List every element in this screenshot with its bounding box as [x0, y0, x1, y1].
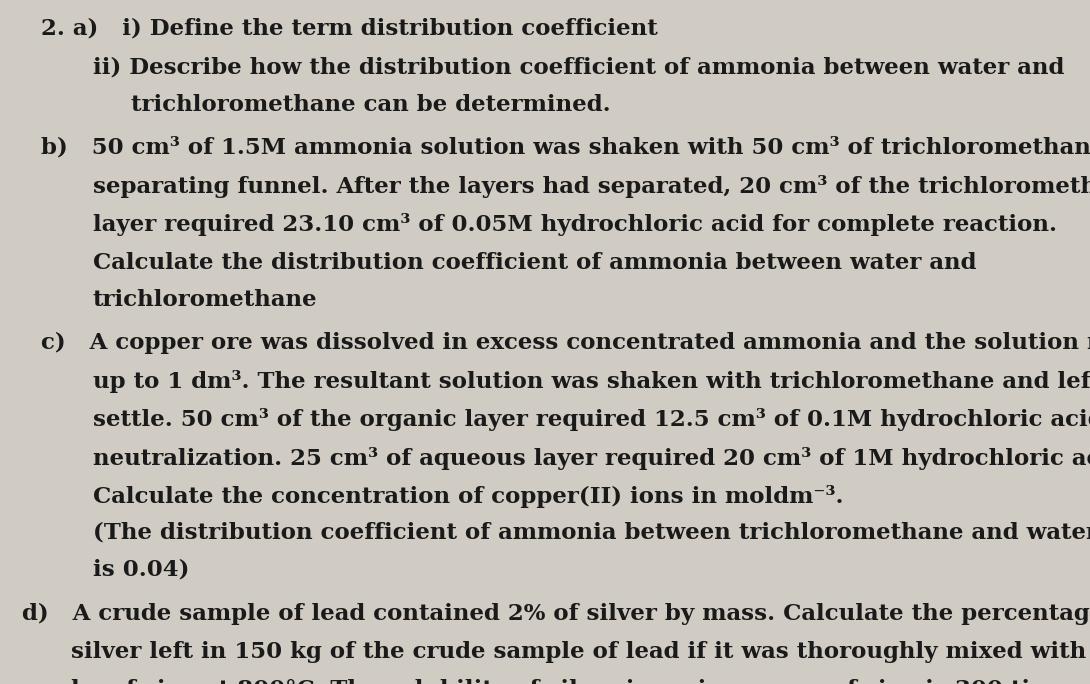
- Text: up to 1 dm³. The resultant solution was shaken with trichloromethane and left to: up to 1 dm³. The resultant solution was …: [93, 370, 1090, 393]
- Text: neutralization. 25 cm³ of aqueous layer required 20 cm³ of 1M hydrochloric acid.: neutralization. 25 cm³ of aqueous layer …: [93, 447, 1090, 470]
- Text: trichloromethane: trichloromethane: [93, 289, 317, 311]
- Text: Calculate the concentration of copper(II) ions in moldm⁻³.: Calculate the concentration of copper(II…: [93, 485, 844, 508]
- Text: b)   50 cm³ of 1.5M ammonia solution was shaken with 50 cm³ of trichloromethane : b) 50 cm³ of 1.5M ammonia solution was s…: [41, 137, 1090, 159]
- Text: kg of zinc at 800°C. The solubility of silver in a given mass of zinc is 300 tim: kg of zinc at 800°C. The solubility of s…: [71, 679, 1090, 684]
- Text: c)   A copper ore was dissolved in excess concentrated ammonia and the solution : c) A copper ore was dissolved in excess …: [41, 332, 1090, 354]
- Text: settle. 50 cm³ of the organic layer required 12.5 cm³ of 0.1M hydrochloric acid : settle. 50 cm³ of the organic layer requ…: [93, 408, 1090, 432]
- Text: (The distribution coefficient of ammonia between trichloromethane and water: (The distribution coefficient of ammonia…: [93, 521, 1090, 543]
- Text: layer required 23.10 cm³ of 0.05M hydrochloric acid for complete reaction.: layer required 23.10 cm³ of 0.05M hydroc…: [93, 213, 1056, 237]
- Text: Calculate the distribution coefficient of ammonia between water and: Calculate the distribution coefficient o…: [93, 252, 977, 274]
- Text: d)   A crude sample of lead contained 2% of silver by mass. Calculate the percen: d) A crude sample of lead contained 2% o…: [22, 603, 1090, 625]
- Text: silver left in 150 kg of the crude sample of lead if it was thoroughly mixed wit: silver left in 150 kg of the crude sampl…: [71, 641, 1090, 663]
- Text: 2. a)   i) Define the term distribution coefficient: 2. a) i) Define the term distribution co…: [41, 17, 658, 39]
- Text: is 0.04): is 0.04): [93, 559, 189, 581]
- Text: trichloromethane can be determined.: trichloromethane can be determined.: [131, 94, 610, 116]
- Text: separating funnel. After the layers had separated, 20 cm³ of the trichloromethan: separating funnel. After the layers had …: [93, 175, 1090, 198]
- Text: ii) Describe how the distribution coefficient of ammonia between water and: ii) Describe how the distribution coeffi…: [93, 56, 1064, 78]
